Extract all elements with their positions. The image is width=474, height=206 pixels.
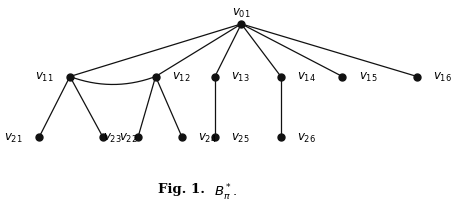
Text: Fig. 1.: Fig. 1. (158, 182, 205, 195)
Text: $v_{26}$: $v_{26}$ (297, 131, 316, 144)
Text: $v_{15}$: $v_{15}$ (358, 71, 377, 84)
Text: $v_{11}$: $v_{11}$ (35, 71, 54, 84)
Text: $v_{14}$: $v_{14}$ (297, 71, 316, 84)
Text: $v_{13}$: $v_{13}$ (231, 71, 250, 84)
Text: $v_{22}$: $v_{22}$ (119, 131, 137, 144)
Text: $v_{01}$: $v_{01}$ (232, 7, 251, 20)
Text: $v_{23}$: $v_{23}$ (103, 131, 122, 144)
Text: $v_{21}$: $v_{21}$ (4, 131, 23, 144)
Text: $v_{25}$: $v_{25}$ (231, 131, 250, 144)
Text: $v_{24}$: $v_{24}$ (198, 131, 217, 144)
Text: $B^*_{\pi}.$: $B^*_{\pi}.$ (214, 182, 237, 202)
Text: $v_{16}$: $v_{16}$ (433, 71, 452, 84)
Text: $v_{12}$: $v_{12}$ (172, 71, 191, 84)
